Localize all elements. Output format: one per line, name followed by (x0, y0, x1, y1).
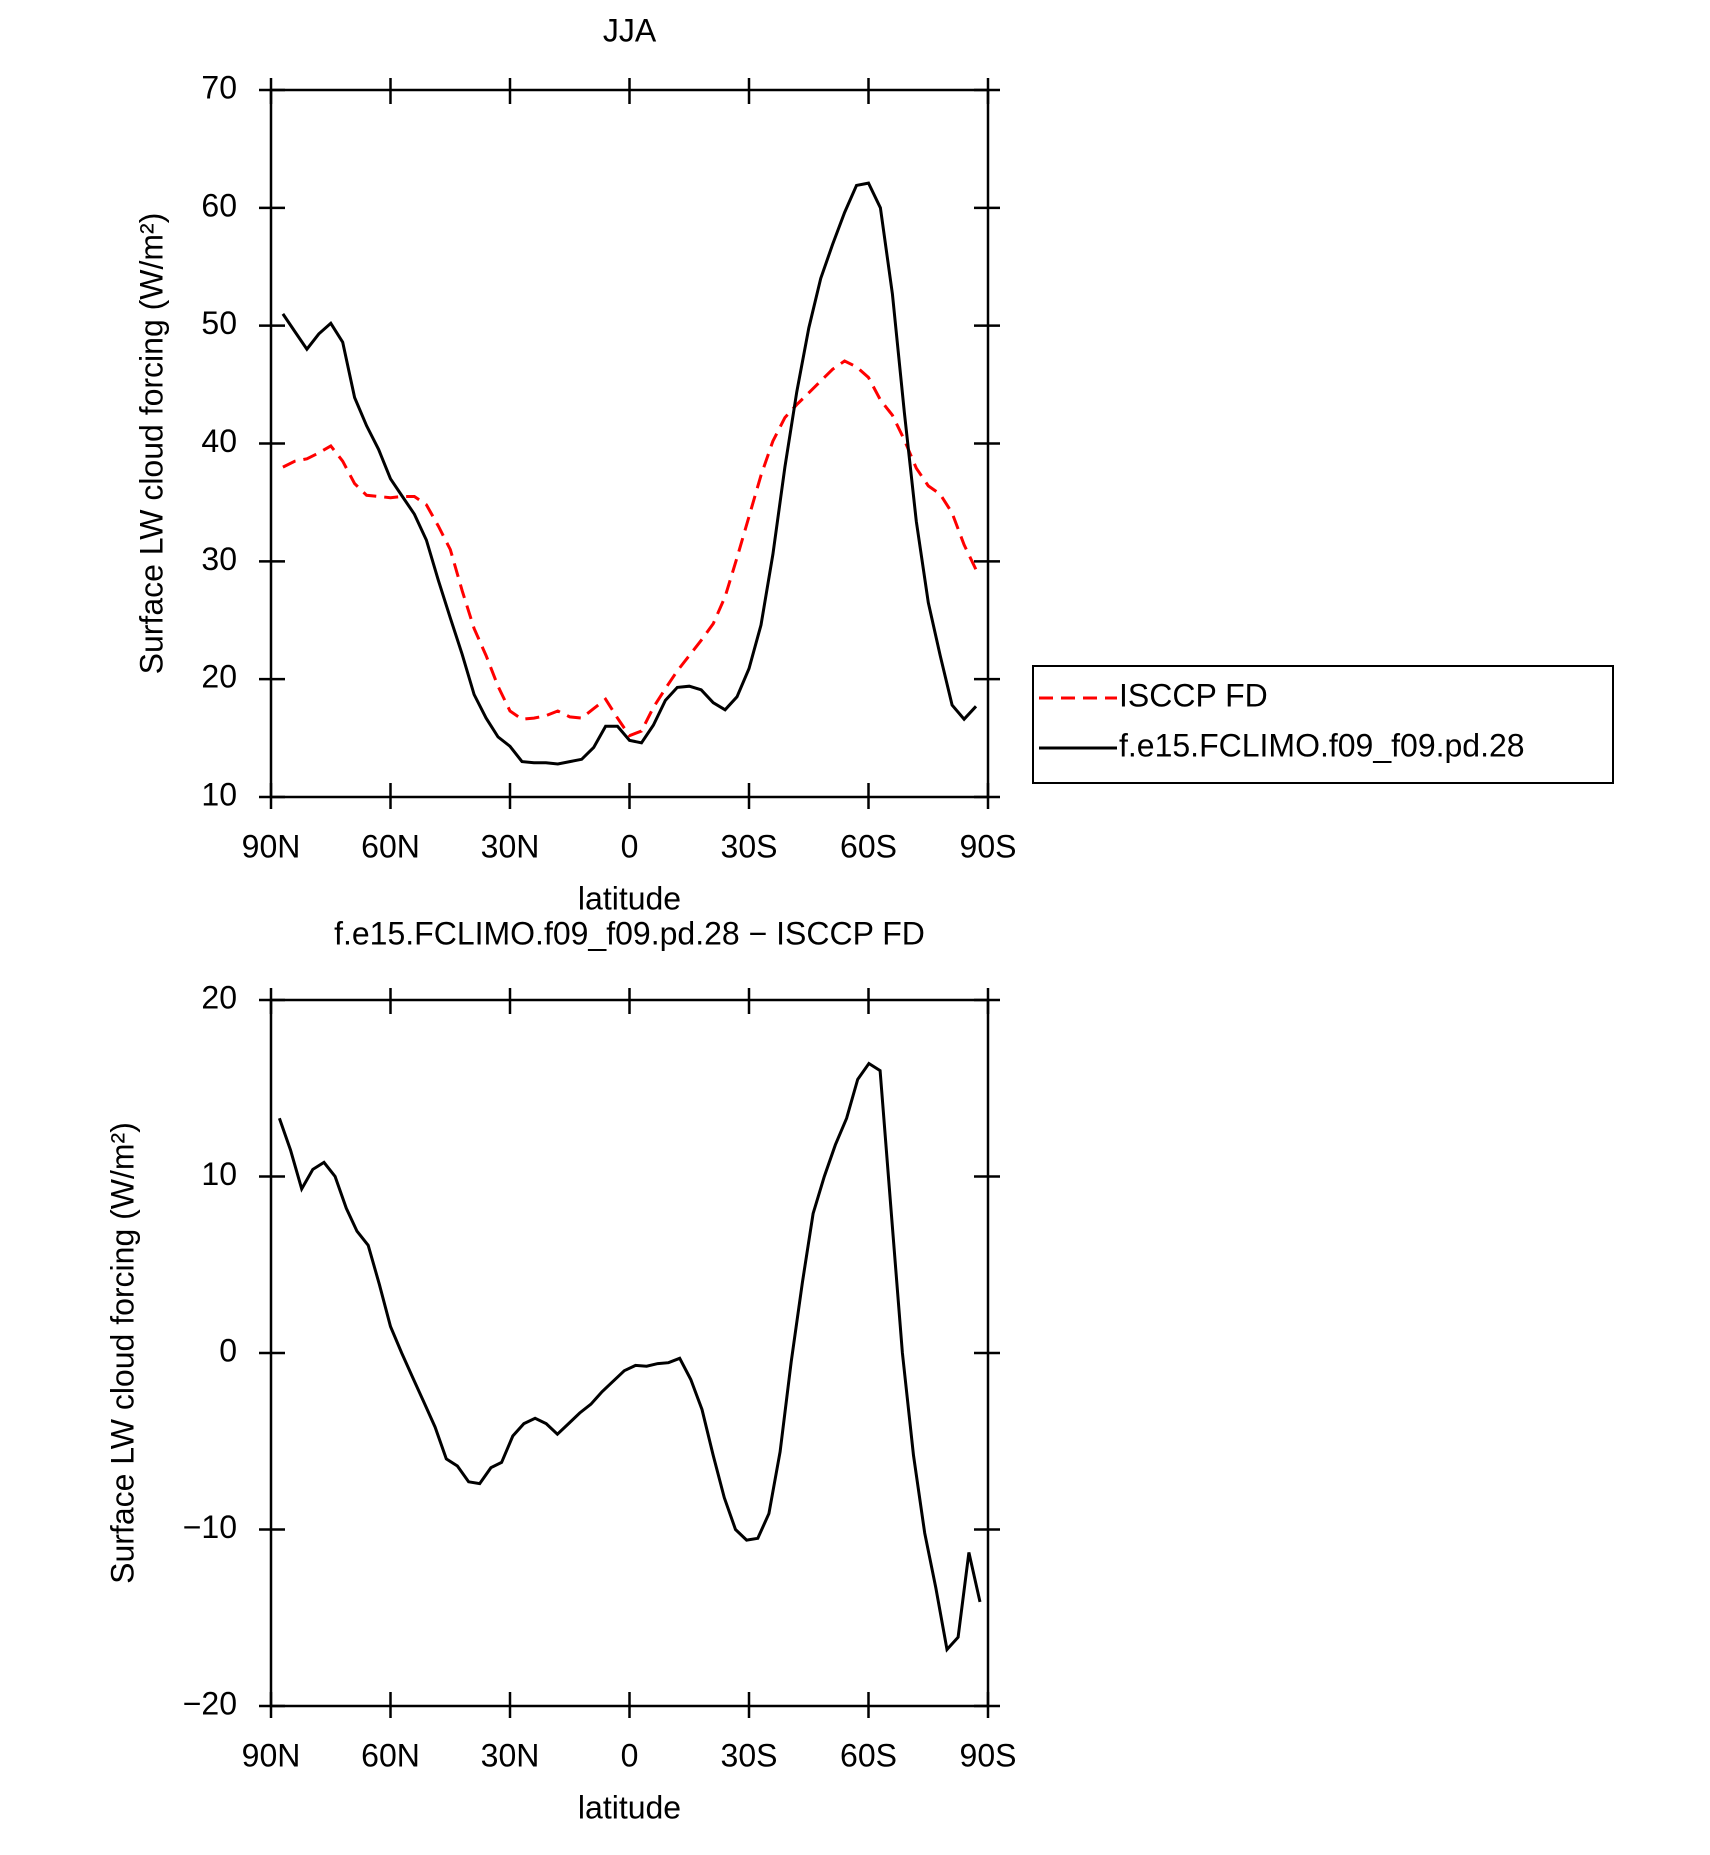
x-tick-label: 0 (621, 1737, 639, 1773)
data-line (281, 181, 978, 766)
y-tick-label: 10 (201, 776, 237, 812)
x-axis-label: latitude (578, 1789, 681, 1825)
legend-box (1032, 665, 1614, 784)
y-tick-label: 70 (201, 69, 237, 105)
y-tick-label: 10 (201, 1156, 237, 1192)
chart-title: JJA (603, 12, 657, 48)
y-axis-label: Surface LW cloud forcing (W/m²) (104, 1122, 140, 1584)
y-axis-label: Surface LW cloud forcing (W/m²) (133, 213, 169, 675)
plot-frame (269, 998, 990, 1708)
y-tick-label: 60 (201, 187, 237, 223)
x-tick-label: 30S (721, 828, 778, 864)
x-tick-label: 60N (361, 1737, 420, 1773)
x-axis-label: latitude (578, 880, 681, 916)
legend-label: ISCCP FD (1119, 677, 1268, 713)
legend-label: f.e15.FCLIMO.f09_f09.pd.28 (1119, 727, 1525, 763)
x-tick-label: 60S (840, 828, 897, 864)
x-tick-label: 30N (481, 828, 540, 864)
x-tick-label: 30N (481, 1737, 540, 1773)
x-tick-label: 90N (242, 828, 301, 864)
y-tick-label: 30 (201, 541, 237, 577)
x-tick-label: 0 (621, 828, 639, 864)
y-tick-label: −20 (183, 1685, 237, 1721)
y-tick-label: 20 (201, 979, 237, 1015)
y-tick-label: 40 (201, 423, 237, 459)
y-tick-label: −10 (183, 1509, 237, 1545)
x-tick-label: 30S (721, 1737, 778, 1773)
y-tick-label: 20 (201, 659, 237, 695)
x-tick-label: 90N (242, 1737, 301, 1773)
data-line (282, 359, 978, 738)
y-tick-label: 0 (219, 1332, 237, 1368)
x-tick-label: 90S (960, 1737, 1017, 1773)
x-tick-label: 90S (960, 828, 1017, 864)
plot-frame (269, 88, 990, 799)
chart-title: f.e15.FCLIMO.f09_f09.pd.28 − ISCCP FD (334, 915, 925, 951)
y-tick-label: 50 (201, 305, 237, 341)
data-line (277, 1061, 982, 1653)
x-tick-label: 60N (361, 828, 420, 864)
x-tick-label: 60S (840, 1737, 897, 1773)
